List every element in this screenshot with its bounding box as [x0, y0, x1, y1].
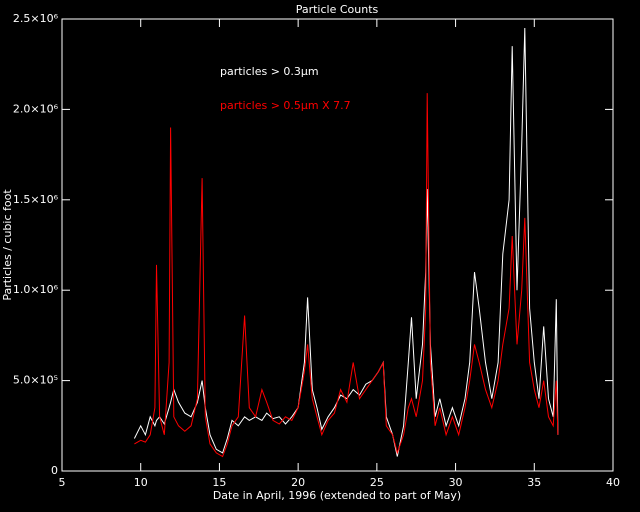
plot-frame — [61, 18, 614, 472]
y-tick-label: 0 — [51, 464, 58, 477]
x-tick-label: 25 — [370, 476, 384, 489]
chart-title: Particle Counts — [296, 3, 379, 16]
x-tick-label: 30 — [449, 476, 463, 489]
y-tick-label: 1.5×10⁶ — [13, 193, 59, 206]
y-axis-label: Particles / cubic foot — [1, 189, 14, 301]
x-tick-label: 5 — [59, 476, 66, 489]
legend-entry: particles > 0.3μm — [220, 65, 319, 78]
series-line — [133, 27, 559, 457]
y-tick-label: 1.0×10⁶ — [13, 283, 59, 296]
x-tick-label: 10 — [134, 476, 148, 489]
y-tick-label: 2.0×10⁶ — [13, 102, 59, 115]
series-line — [134, 93, 559, 458]
x-tick-label: 35 — [527, 476, 541, 489]
x-tick-label: 20 — [291, 476, 305, 489]
y-tick-label: 5.0×10⁵ — [13, 374, 58, 387]
x-tick-label: 40 — [606, 476, 620, 489]
x-tick-label: 15 — [212, 476, 226, 489]
legend-entry: particles > 0.5μm X 7.7 — [220, 99, 351, 112]
y-tick-label: 2.5×10⁶ — [13, 12, 59, 25]
x-axis-label: Date in April, 1996 (extended to part of… — [213, 489, 461, 502]
